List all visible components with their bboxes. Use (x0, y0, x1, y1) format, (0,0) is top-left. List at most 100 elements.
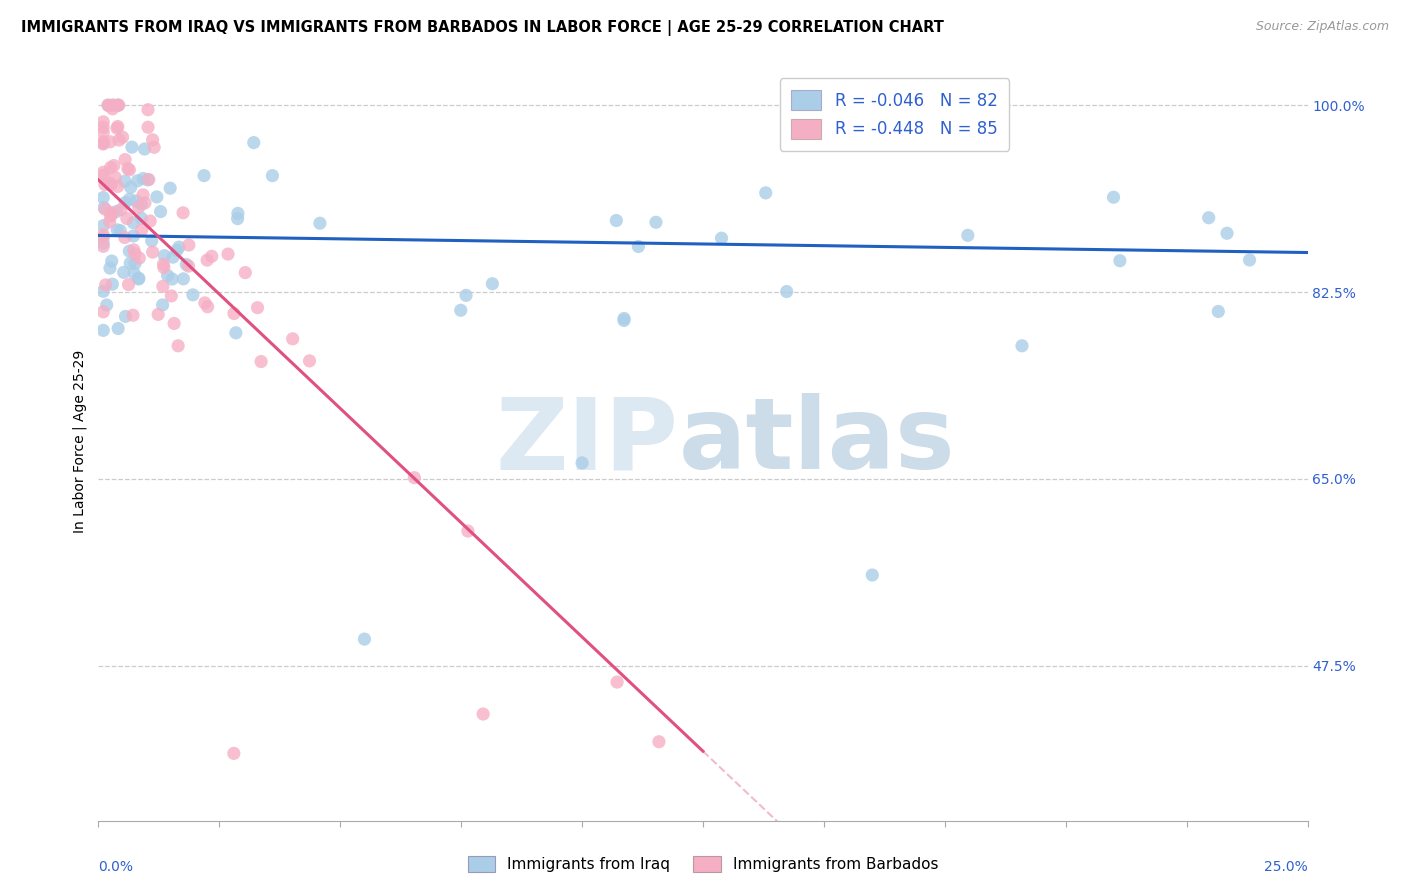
Point (100, 178, 122, 192)
Point (152, 279, 174, 293)
Point (136, 120, 159, 135)
Point (262, 169, 284, 183)
Point (134, 195, 156, 210)
Point (146, 307, 169, 321)
Text: 25.0%: 25.0% (1264, 860, 1308, 873)
Point (91, 168, 114, 182)
Point (91, 236, 114, 251)
Text: Source: ZipAtlas.com: Source: ZipAtlas.com (1256, 20, 1389, 33)
Point (107, 98, 129, 112)
Point (98, 99, 121, 113)
Point (97, 98, 120, 112)
Point (112, 265, 135, 279)
Point (648, 735, 671, 749)
Point (457, 524, 479, 538)
Point (122, 229, 145, 244)
Point (217, 247, 239, 261)
Point (107, 98, 129, 112)
Point (91, 305, 114, 319)
Point (146, 190, 169, 204)
Point (98, 177, 121, 191)
Point (100, 254, 122, 268)
Point (166, 244, 188, 258)
Point (172, 272, 194, 286)
Point (91, 219, 114, 233)
Point (98, 261, 121, 276)
Point (956, 228, 979, 243)
Point (174, 258, 197, 272)
Point (613, 313, 636, 327)
Legend: Immigrants from Iraq, Immigrants from Barbados: Immigrants from Iraq, Immigrants from Ba… (460, 848, 946, 880)
Point (125, 194, 148, 208)
Point (226, 211, 249, 226)
Point (195, 253, 218, 268)
Point (226, 206, 249, 220)
Point (114, 153, 136, 167)
Point (114, 230, 136, 244)
Point (139, 214, 162, 228)
Point (103, 159, 125, 173)
Point (143, 140, 166, 154)
Point (776, 285, 799, 299)
Point (233, 266, 256, 280)
Point (98, 135, 121, 149)
Point (101, 102, 124, 116)
Point (298, 354, 321, 368)
Point (91, 230, 114, 244)
Point (91, 120, 114, 135)
Point (605, 213, 627, 227)
Point (105, 204, 128, 219)
Point (1109, 253, 1132, 268)
Point (246, 301, 269, 315)
Point (94, 277, 117, 292)
Legend: R = -0.046   N = 82, R = -0.448   N = 85: R = -0.046 N = 82, R = -0.448 N = 85 (779, 78, 1010, 151)
Point (91, 239, 114, 253)
Point (107, 321, 129, 335)
Point (627, 239, 650, 253)
Point (124, 247, 146, 261)
Text: atlas: atlas (679, 393, 956, 490)
Point (1239, 252, 1261, 267)
Point (472, 707, 495, 722)
Point (181, 288, 204, 302)
Point (91, 227, 114, 242)
Point (131, 223, 153, 237)
Point (131, 197, 153, 211)
Point (128, 271, 150, 285)
Point (167, 339, 190, 353)
Point (91, 323, 114, 337)
Point (197, 300, 219, 314)
Point (172, 206, 194, 220)
Point (118, 244, 141, 259)
Point (100, 209, 122, 223)
Point (91, 136, 114, 151)
Point (225, 326, 247, 340)
Point (98, 215, 121, 229)
Point (153, 249, 176, 263)
Point (645, 215, 668, 229)
Text: IMMIGRANTS FROM IRAQ VS IMMIGRANTS FROM BARBADOS IN LABOR FORCE | AGE 25-29 CORR: IMMIGRANTS FROM IRAQ VS IMMIGRANTS FROM … (21, 20, 943, 36)
Point (142, 245, 165, 260)
Point (91, 135, 114, 149)
Point (100, 207, 122, 221)
Y-axis label: In Labor Force | Age 25-29: In Labor Force | Age 25-29 (73, 350, 87, 533)
Point (131, 211, 153, 226)
Point (134, 142, 156, 156)
Point (163, 317, 186, 331)
Point (124, 256, 146, 270)
Point (222, 747, 245, 761)
Point (201, 249, 224, 263)
Point (101, 98, 124, 112)
Point (1216, 227, 1239, 241)
Point (1206, 304, 1229, 318)
Point (162, 250, 184, 264)
Point (110, 224, 132, 238)
Point (118, 162, 141, 177)
Point (118, 192, 141, 206)
Point (120, 256, 142, 270)
Point (94, 202, 117, 217)
Point (755, 186, 778, 200)
Point (128, 200, 150, 214)
Point (91, 165, 114, 179)
Point (94, 178, 117, 192)
